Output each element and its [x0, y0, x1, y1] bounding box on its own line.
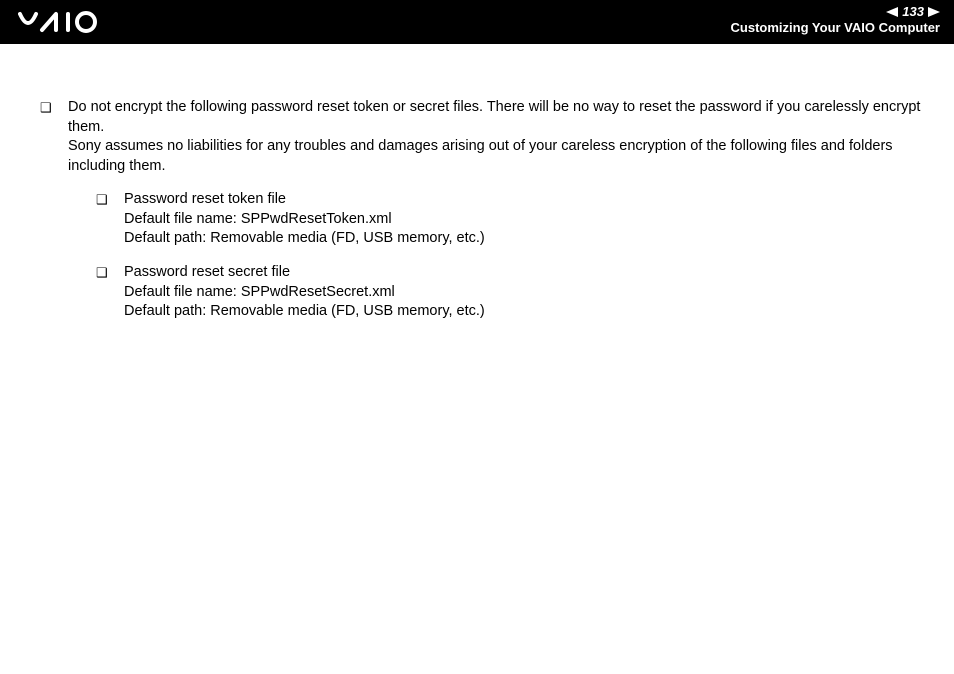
sub-bullet-title: Password reset secret file — [124, 264, 290, 280]
sub-bullet-default-name: Default file name: SPPwdResetSecret.xml — [124, 284, 395, 300]
sub-bullet-default-path: Default path: Removable media (FD, USB m… — [124, 230, 485, 246]
section-title: Customizing Your VAIO Computer — [731, 20, 940, 35]
page-number: 133 — [902, 4, 924, 19]
next-page-arrow-icon[interactable] — [928, 7, 940, 17]
page-content: ❑ Do not encrypt the following password … — [0, 44, 954, 336]
warning-text-1: Do not encrypt the following password re… — [68, 99, 920, 135]
sub-bullet-default-path: Default path: Removable media (FD, USB m… — [124, 303, 485, 319]
warning-text-2: Sony assumes no liabilities for any trou… — [68, 138, 893, 174]
vaio-logo — [18, 8, 128, 43]
prev-page-arrow-icon[interactable] — [886, 7, 898, 17]
header-bar: 133 Customizing Your VAIO Computer — [0, 0, 954, 44]
sub-bullet-body: Password reset secret file Default file … — [124, 263, 932, 322]
bullet-glyph: ❑ — [96, 190, 124, 209]
page-number-row: 133 — [731, 4, 940, 19]
sub-bullet-list: ❑ Password reset token file Default file… — [68, 190, 932, 321]
vaio-logo-svg — [18, 8, 128, 36]
main-bullet-row: ❑ Do not encrypt the following password … — [40, 98, 932, 336]
sub-bullet-row: ❑ Password reset secret file Default fil… — [96, 263, 932, 322]
bullet-glyph: ❑ — [40, 98, 68, 117]
bullet-glyph: ❑ — [96, 263, 124, 282]
sub-bullet-title: Password reset token file — [124, 191, 286, 207]
sub-bullet-default-name: Default file name: SPPwdResetToken.xml — [124, 211, 392, 227]
main-bullet-body: Do not encrypt the following password re… — [68, 98, 932, 336]
sub-bullet-body: Password reset token file Default file n… — [124, 190, 932, 249]
sub-bullet-row: ❑ Password reset token file Default file… — [96, 190, 932, 249]
header-right: 133 Customizing Your VAIO Computer — [731, 4, 940, 35]
